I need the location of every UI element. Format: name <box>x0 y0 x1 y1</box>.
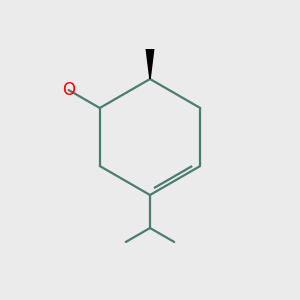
Text: O: O <box>62 81 75 99</box>
Polygon shape <box>146 49 154 79</box>
